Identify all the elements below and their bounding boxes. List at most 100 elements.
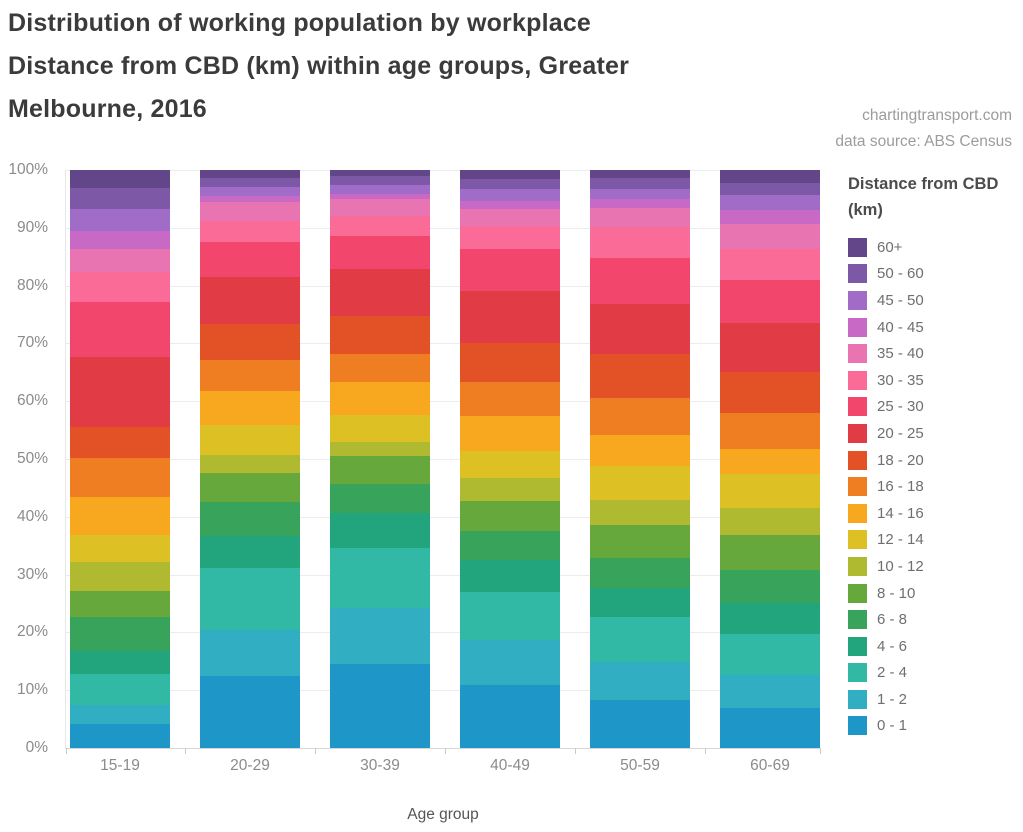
segment-2-4-km-50-59[interactable] <box>590 616 690 662</box>
segment-8-10-km-50-59[interactable] <box>590 525 690 558</box>
segment-0-1-km-30-39[interactable] <box>330 664 430 749</box>
segment-2-4-km-40-49[interactable] <box>460 591 560 640</box>
segment-40-45-km-30-39[interactable] <box>330 193 430 200</box>
segment-0-1-km-20-29[interactable] <box>200 675 300 749</box>
segment-12-14-km-15-19[interactable] <box>70 535 170 563</box>
segment-20-25-km-50-59[interactable] <box>590 303 690 354</box>
segment-40-45-km-50-59[interactable] <box>590 199 690 209</box>
segment-1-2-km-15-19[interactable] <box>70 704 170 725</box>
segment-45-50-km-40-49[interactable] <box>460 189 560 202</box>
segment-25-30-km-40-49[interactable] <box>460 249 560 292</box>
segment-14-16-km-40-49[interactable] <box>460 416 560 451</box>
legend-item-60+[interactable]: 60+ <box>848 234 1020 261</box>
segment-16-18-km-30-39[interactable] <box>330 353 430 383</box>
segment-50-60-km-30-39[interactable] <box>330 176 430 186</box>
segment-14-16-km-60-69[interactable] <box>720 448 820 475</box>
legend-item-8-10[interactable]: 8 - 10 <box>848 580 1020 607</box>
segment-12-14-km-60-69[interactable] <box>720 474 820 508</box>
segment-6-8-km-60-69[interactable] <box>720 570 820 603</box>
segment-60+-km-60-69[interactable] <box>720 170 820 184</box>
legend-item-14-16[interactable]: 14 - 16 <box>848 500 1020 527</box>
segment-45-50-km-15-19[interactable] <box>70 208 170 231</box>
segment-1-2-km-20-29[interactable] <box>200 629 300 676</box>
segment-4-6-km-15-19[interactable] <box>70 650 170 675</box>
segment-1-2-km-60-69[interactable] <box>720 675 820 708</box>
segment-4-6-km-60-69[interactable] <box>720 602 820 634</box>
segment-18-20-km-40-49[interactable] <box>460 343 560 383</box>
segment-25-30-km-20-29[interactable] <box>200 242 300 277</box>
segment-45-50-km-50-59[interactable] <box>590 188 690 200</box>
segment-2-4-km-60-69[interactable] <box>720 633 820 676</box>
segment-60+-km-15-19[interactable] <box>70 170 170 188</box>
legend-item-25-30[interactable]: 25 - 30 <box>848 394 1020 421</box>
segment-25-30-km-15-19[interactable] <box>70 302 170 357</box>
segment-30-35-km-40-49[interactable] <box>460 225 560 250</box>
segment-20-25-km-40-49[interactable] <box>460 291 560 344</box>
segment-8-10-km-60-69[interactable] <box>720 535 820 571</box>
segment-0-1-km-50-59[interactable] <box>590 700 690 749</box>
legend-item-30-35[interactable]: 30 - 35 <box>848 367 1020 394</box>
legend-item-16-18[interactable]: 16 - 18 <box>848 473 1020 500</box>
segment-18-20-km-50-59[interactable] <box>590 353 690 398</box>
segment-50-60-km-40-49[interactable] <box>460 178 560 190</box>
segment-1-2-km-30-39[interactable] <box>330 607 430 665</box>
segment-0-1-km-60-69[interactable] <box>720 707 820 749</box>
segment-50-60-km-15-19[interactable] <box>70 187 170 209</box>
segment-6-8-km-30-39[interactable] <box>330 483 430 514</box>
legend-item-50-60[interactable]: 50 - 60 <box>848 261 1020 288</box>
segment-8-10-km-30-39[interactable] <box>330 456 430 484</box>
segment-25-30-km-30-39[interactable] <box>330 236 430 270</box>
segment-50-60-km-60-69[interactable] <box>720 183 820 196</box>
segment-30-35-km-60-69[interactable] <box>720 249 820 280</box>
segment-35-40-km-20-29[interactable] <box>200 202 300 221</box>
segment-20-25-km-15-19[interactable] <box>70 356 170 427</box>
segment-20-25-km-60-69[interactable] <box>720 323 820 372</box>
segment-0-1-km-15-19[interactable] <box>70 724 170 749</box>
segment-10-12-km-50-59[interactable] <box>590 500 690 526</box>
segment-35-40-km-50-59[interactable] <box>590 208 690 228</box>
segment-12-14-km-50-59[interactable] <box>590 465 690 501</box>
segment-14-16-km-20-29[interactable] <box>200 390 300 425</box>
segment-6-8-km-20-29[interactable] <box>200 501 300 536</box>
segment-60+-km-50-59[interactable] <box>590 170 690 179</box>
segment-16-18-km-40-49[interactable] <box>460 382 560 417</box>
segment-45-50-km-30-39[interactable] <box>330 185 430 194</box>
segment-30-35-km-20-29[interactable] <box>200 220 300 243</box>
segment-12-14-km-20-29[interactable] <box>200 424 300 455</box>
legend-item-1-2[interactable]: 1 - 2 <box>848 686 1020 713</box>
segment-45-50-km-20-29[interactable] <box>200 186 300 197</box>
segment-14-16-km-30-39[interactable] <box>330 382 430 415</box>
segment-4-6-km-30-39[interactable] <box>330 513 430 549</box>
segment-25-30-km-50-59[interactable] <box>590 257 690 304</box>
segment-10-12-km-15-19[interactable] <box>70 562 170 592</box>
segment-0-1-km-40-49[interactable] <box>460 685 560 749</box>
segment-35-40-km-60-69[interactable] <box>720 224 820 250</box>
segment-20-25-km-20-29[interactable] <box>200 276 300 325</box>
legend-item-40-45[interactable]: 40 - 45 <box>848 314 1020 341</box>
segment-18-20-km-15-19[interactable] <box>70 426 170 459</box>
legend-item-18-20[interactable]: 18 - 20 <box>848 447 1020 474</box>
segment-1-2-km-50-59[interactable] <box>590 661 690 701</box>
segment-6-8-km-15-19[interactable] <box>70 616 170 651</box>
segment-16-18-km-60-69[interactable] <box>720 412 820 449</box>
segment-8-10-km-40-49[interactable] <box>460 501 560 531</box>
segment-2-4-km-30-39[interactable] <box>330 548 430 608</box>
segment-12-14-km-30-39[interactable] <box>330 414 430 443</box>
segment-14-16-km-50-59[interactable] <box>590 435 690 466</box>
segment-10-12-km-20-29[interactable] <box>200 455 300 473</box>
segment-40-45-km-20-29[interactable] <box>200 196 300 203</box>
segment-20-25-km-30-39[interactable] <box>330 269 430 317</box>
legend-item-4-6[interactable]: 4 - 6 <box>848 633 1020 660</box>
segment-14-16-km-15-19[interactable] <box>70 497 170 536</box>
segment-35-40-km-30-39[interactable] <box>330 199 430 217</box>
segment-10-12-km-40-49[interactable] <box>460 477 560 502</box>
segment-50-60-km-50-59[interactable] <box>590 178 690 189</box>
segment-40-45-km-60-69[interactable] <box>720 209 820 225</box>
segment-8-10-km-20-29[interactable] <box>200 472 300 502</box>
legend-item-6-8[interactable]: 6 - 8 <box>848 606 1020 633</box>
segment-35-40-km-40-49[interactable] <box>460 208 560 226</box>
segment-30-35-km-30-39[interactable] <box>330 216 430 237</box>
segment-6-8-km-40-49[interactable] <box>460 530 560 561</box>
segment-30-35-km-50-59[interactable] <box>590 227 690 258</box>
segment-10-12-km-30-39[interactable] <box>330 442 430 457</box>
